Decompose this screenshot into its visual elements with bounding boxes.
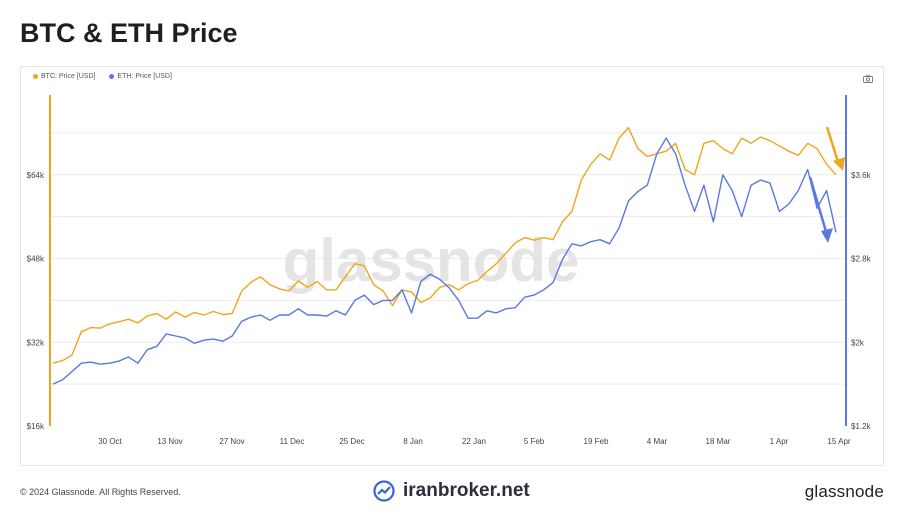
- y-left-tick-label: $16k: [27, 422, 45, 431]
- x-tick-label: 11 Dec: [280, 437, 305, 446]
- x-tick-label: 1 Apr: [770, 437, 789, 446]
- x-tick-label: 27 Nov: [219, 437, 244, 446]
- legend: BTC: Price [USD] ETH: Price [USD]: [33, 73, 172, 80]
- x-tick-label: 30 Oct: [98, 437, 122, 446]
- partner-name: iranbroker.net: [403, 480, 530, 501]
- x-tick-label: 8 Jan: [403, 437, 423, 446]
- btc-legend-dot: [33, 74, 38, 79]
- y-left-tick-label: $32k: [27, 338, 45, 347]
- watermark: glassnode: [283, 227, 580, 294]
- page-title: BTC & ETH Price: [20, 18, 238, 48]
- x-tick-label: 25 Dec: [339, 437, 364, 446]
- legend-label-btc: BTC: Price [USD]: [41, 73, 96, 80]
- chart-panel: BTC: Price [USD] ETH: Price [USD] glassn…: [20, 66, 884, 466]
- price-chart: glassnode $16k $32k $48k $64k $1.2k $2k $2.8k $3…: [27, 95, 872, 446]
- legend-item-btc[interactable]: BTC: Price [USD]: [33, 73, 95, 80]
- x-tick-label: 22 Jan: [462, 437, 486, 446]
- partner-brand[interactable]: iranbroker.net: [373, 480, 530, 502]
- x-tick-label: 15 Apr: [827, 437, 850, 446]
- x-tick-label: 4 Mar: [647, 437, 668, 446]
- x-tick-label: 19 Feb: [584, 437, 609, 446]
- eth-arrow-shaft: [808, 176, 829, 236]
- eth-legend-dot: [109, 74, 115, 79]
- y-right-tick-label: $2k: [851, 338, 865, 347]
- x-tick-label: 18 Mar: [706, 437, 731, 446]
- y-right-tick-label: $3.6k: [851, 171, 872, 180]
- eth-arrow-head: [821, 228, 833, 243]
- camera-icon[interactable]: [863, 75, 873, 83]
- legend-label-eth: ETH: Price [USD]: [117, 73, 172, 80]
- btc-arrow-head: [833, 157, 845, 171]
- y-right-tick-label: $2.8k: [851, 255, 872, 264]
- eth-price-line: [52, 137, 837, 385]
- copyright-text: © 2024 Glassnode. All Rights Reserved.: [20, 487, 181, 497]
- y-left-tick-label: $48k: [27, 255, 45, 264]
- btc-arrow-shaft: [825, 126, 841, 166]
- glassnode-logo: glassnode: [804, 482, 884, 501]
- legend-item-eth[interactable]: ETH: Price [USD]: [109, 73, 172, 80]
- btc-price-line: [52, 126, 837, 364]
- chart-trend-icon: [373, 480, 395, 502]
- x-tick-label: 13 Nov: [157, 437, 182, 446]
- x-tick-label: 5 Feb: [524, 437, 545, 446]
- y-right-tick-label: $1.2k: [851, 422, 872, 431]
- y-left-tick-label: $64k: [27, 171, 45, 180]
